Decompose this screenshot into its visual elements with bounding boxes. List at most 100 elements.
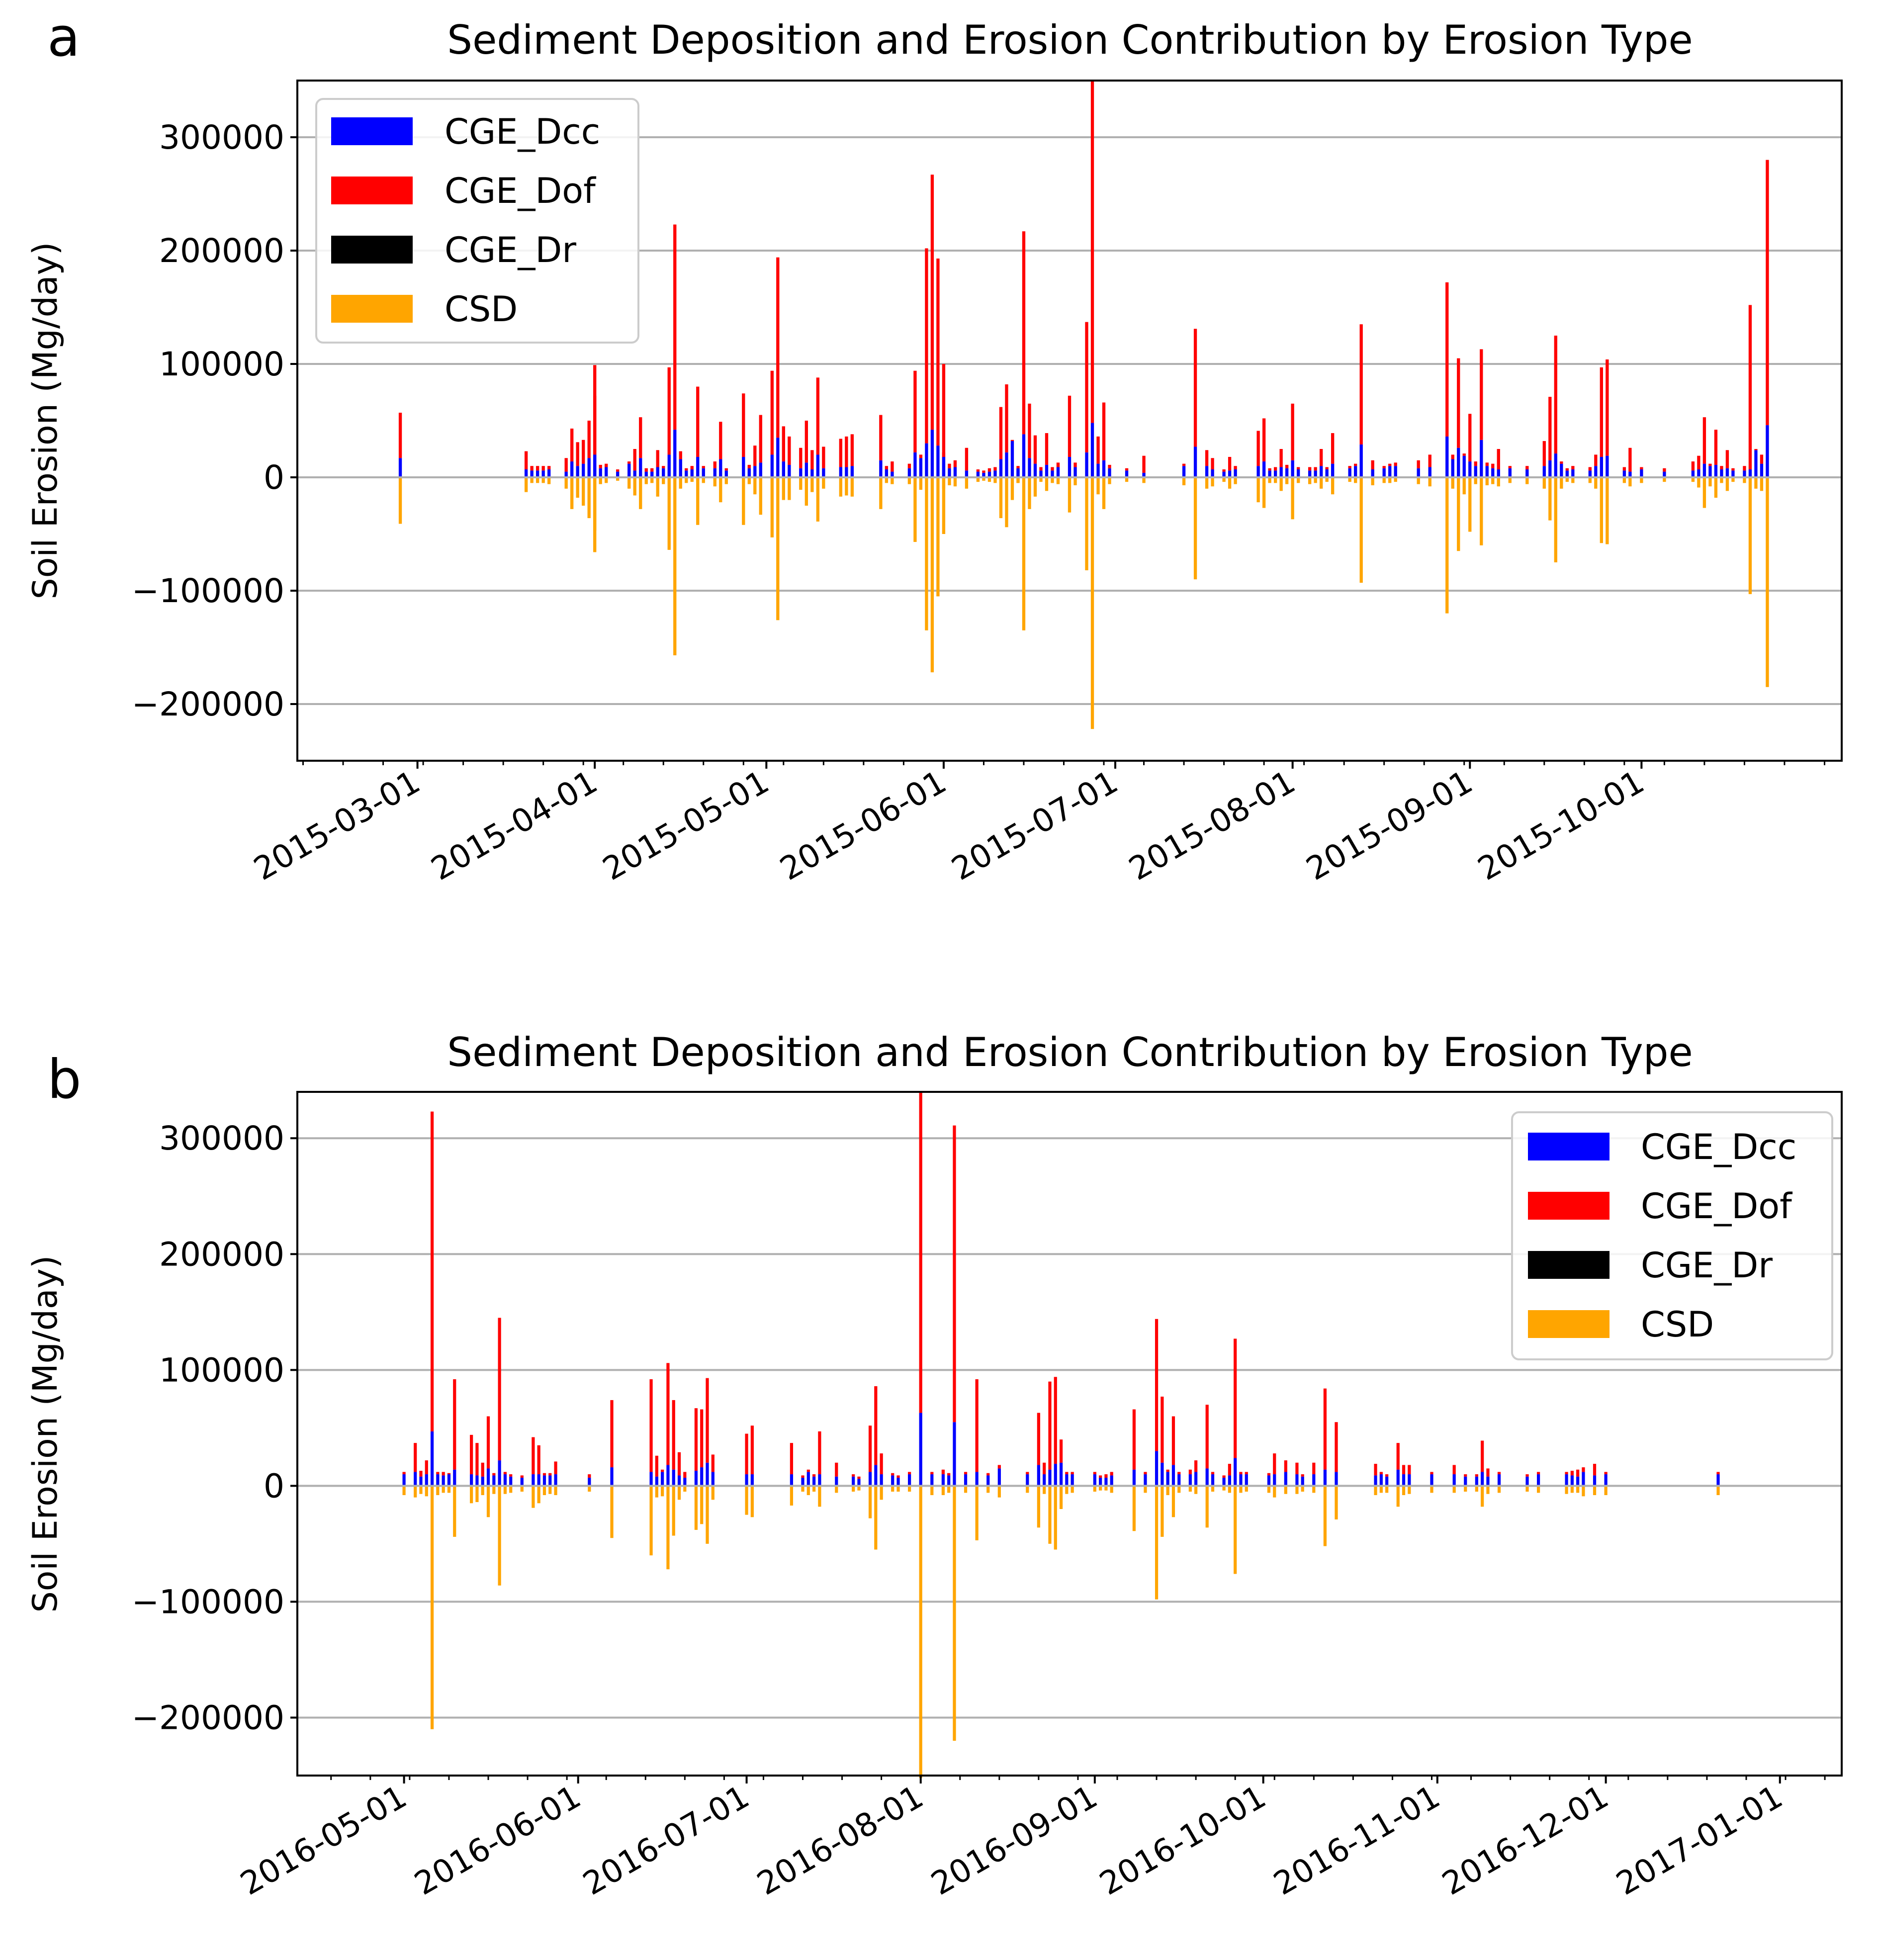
- bar-cge-dcc: [885, 469, 889, 477]
- bar-cge-dcc: [453, 1469, 456, 1486]
- bar-cge-dcc: [1005, 452, 1008, 477]
- bar-cge-dcc: [1663, 471, 1666, 477]
- bar-cge-dof: [554, 1461, 557, 1475]
- bar-cge-dcc: [1267, 1475, 1271, 1486]
- bar-cge-dcc: [1430, 1474, 1433, 1486]
- bar-cge-dof: [564, 458, 568, 472]
- bar-cge-dof: [976, 469, 980, 472]
- bar-cge-dof: [1371, 460, 1374, 470]
- bar-csd: [1132, 1486, 1136, 1531]
- bar-cge-dcc: [1234, 469, 1237, 477]
- legend-swatch-cge-dr-b: [1528, 1251, 1609, 1279]
- bar-csd: [1104, 1486, 1108, 1491]
- bar-cge-dcc: [1731, 470, 1735, 477]
- bar-cge-dof: [1056, 462, 1060, 467]
- bar-cge-dof: [655, 1455, 658, 1477]
- bar-cge-dof: [1085, 322, 1088, 452]
- bar-csd: [1475, 1486, 1478, 1492]
- bar-cge-dof: [953, 1125, 956, 1423]
- bar-csd: [948, 477, 951, 485]
- bar-cge-dcc: [702, 468, 705, 477]
- bar-cge-dof: [919, 1092, 922, 1413]
- bar-csd: [475, 1486, 479, 1502]
- bar-cge-dcc: [812, 1476, 816, 1486]
- bar-csd: [605, 477, 608, 483]
- bar-cge-dof: [1565, 1472, 1568, 1475]
- bar-cge-dcc: [503, 1474, 507, 1486]
- bar-cge-dof: [1273, 1453, 1276, 1475]
- bar-cge-dcc: [788, 464, 791, 477]
- bar-csd: [702, 477, 705, 483]
- bar-cge-dof: [677, 1452, 681, 1476]
- bar-cge-dcc: [713, 468, 716, 477]
- bar-csd: [1166, 1486, 1169, 1496]
- bar-cge-dcc: [1144, 1474, 1147, 1486]
- bar-csd: [1177, 1486, 1181, 1493]
- bar-csd: [953, 477, 957, 487]
- bar-cge-dcc: [986, 1475, 990, 1486]
- bar-csd: [1525, 1486, 1529, 1492]
- bar-csd: [700, 1486, 704, 1524]
- bar-cge-dcc: [1486, 1476, 1490, 1486]
- bar-cge-dcc: [1640, 469, 1643, 477]
- bar-cge-dcc: [1048, 1469, 1052, 1486]
- bar-cge-dcc: [537, 1474, 540, 1486]
- bar-cge-dof: [1766, 160, 1769, 426]
- bar-cge-dof: [667, 367, 671, 455]
- bar-csd: [1193, 477, 1197, 580]
- bar-cge-dcc: [1525, 469, 1529, 477]
- bar-cge-dcc: [690, 469, 694, 477]
- bar-cge-dof: [576, 442, 579, 466]
- bar-cge-dcc: [850, 466, 854, 477]
- bar-cge-dof: [683, 1472, 687, 1478]
- bar-cge-dof: [1308, 467, 1312, 471]
- legend-label-cge-dr-a: CGE_Dr: [445, 230, 576, 270]
- bar-cge-dof: [447, 1473, 451, 1475]
- legend-label-cge-dcc-b: CGE_Dcc: [1641, 1127, 1796, 1167]
- x-tick-label: 2015-07-01: [946, 764, 1124, 888]
- bar-cge-dof: [1394, 462, 1397, 466]
- bar-csd: [666, 1486, 670, 1570]
- bar-csd: [1323, 1486, 1327, 1546]
- bar-cge-dcc: [759, 462, 762, 477]
- bar-cge-dcc: [536, 470, 539, 477]
- bar-cge-dof: [685, 468, 688, 471]
- bar-csd: [719, 477, 722, 503]
- bar-csd: [965, 477, 969, 489]
- bar-cge-dcc: [976, 471, 980, 477]
- x-ticks-a: 2015-03-012015-04-012015-05-012015-06-01…: [248, 761, 1825, 888]
- bar-cge-dof: [1065, 1472, 1069, 1475]
- bar-cge-dcc: [1359, 444, 1363, 477]
- bar-cge-dcc: [1312, 1474, 1316, 1486]
- bar-csd: [818, 1486, 821, 1507]
- bar-cge-dcc: [1554, 453, 1557, 477]
- legend-frame-a: [315, 98, 639, 344]
- bar-cge-dof: [891, 1473, 894, 1476]
- bar-cge-dcc: [1051, 470, 1054, 477]
- legend-swatch-cge-dof-a: [331, 177, 413, 204]
- bar-csd: [1451, 477, 1454, 489]
- bar-csd: [1144, 1486, 1147, 1493]
- bar-cge-dof: [816, 377, 820, 455]
- bar-cge-dcc: [498, 1460, 501, 1486]
- bar-cge-dcc: [1323, 1469, 1327, 1486]
- bar-cge-dof: [982, 470, 985, 473]
- bar-cge-dof: [548, 1473, 552, 1476]
- bar-cge-dof: [1548, 397, 1552, 460]
- bar-cge-dof: [706, 1378, 709, 1463]
- bar-cge-dof: [1005, 384, 1008, 452]
- bar-cge-dof: [700, 1409, 704, 1468]
- bar-csd: [662, 477, 665, 484]
- bar-csd: [930, 1486, 934, 1496]
- bar-cge-dof: [1428, 454, 1431, 467]
- bar-cge-dcc: [1291, 460, 1294, 477]
- bar-cge-dcc: [1161, 1462, 1164, 1486]
- bar-cge-dcc: [509, 1476, 513, 1486]
- y-tick-label: 0: [264, 1467, 284, 1505]
- bar-csd: [1211, 1486, 1215, 1492]
- bar-csd: [1408, 1486, 1411, 1494]
- bar-cge-dcc: [1205, 1468, 1209, 1486]
- bar-cge-dof: [1570, 1471, 1574, 1476]
- legend-label-cge-dr-b: CGE_Dr: [1641, 1245, 1773, 1286]
- bar-csd: [1071, 1486, 1074, 1493]
